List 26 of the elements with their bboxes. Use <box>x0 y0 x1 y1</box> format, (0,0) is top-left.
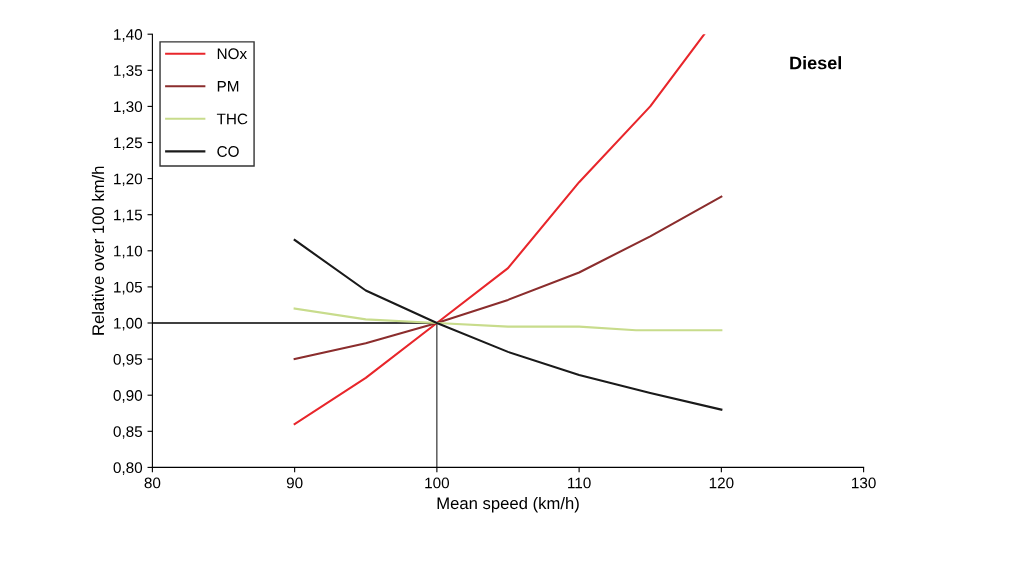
y-tick-label: 1,40 <box>114 29 143 42</box>
y-tick-label: 0,85 <box>113 426 143 439</box>
y-tick-label: 0,80 <box>113 462 143 475</box>
y-tick-label: 1,35 <box>114 65 143 78</box>
y-tick-label: 1,25 <box>114 137 143 150</box>
y-tick-label: 1,00 <box>114 317 143 331</box>
x-tick-label: 80 <box>144 477 161 489</box>
x-tick-label: 100 <box>425 477 450 489</box>
y-tick-label: 0,90 <box>113 390 143 403</box>
legend-label: THC <box>216 113 248 125</box>
x-tick-label: 110 <box>568 477 591 489</box>
x-tick-label: 90 <box>286 477 303 489</box>
annotation: Diesel <box>790 56 841 70</box>
y-tick-label: 1,30 <box>114 101 143 114</box>
y-tick-label: 1,15 <box>114 209 143 223</box>
y-axis-title: Relative over 100 km/h <box>91 166 105 335</box>
legend-label: PM <box>217 81 239 92</box>
y-tick-label: 1,20 <box>114 173 143 187</box>
y-tick-label: 1,05 <box>114 281 143 295</box>
y-tick-label: 0,95 <box>113 353 143 367</box>
x-tick-label: 130 <box>852 477 876 489</box>
y-tick-label: 1,10 <box>114 245 143 259</box>
x-tick-label: 120 <box>709 477 734 489</box>
x-axis-title: Mean speed (km/h) <box>437 496 579 513</box>
legend-label: CO <box>217 146 239 157</box>
legend-label: NOx <box>217 48 247 60</box>
